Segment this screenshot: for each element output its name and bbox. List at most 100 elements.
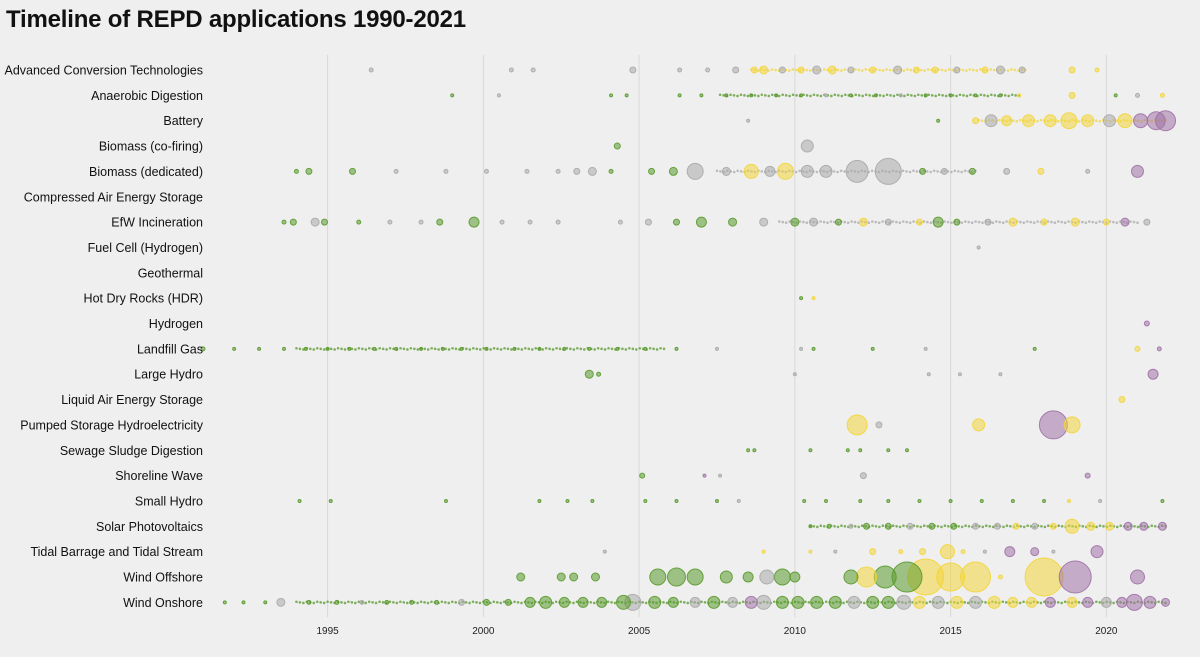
band-point (888, 68, 892, 72)
data-point (886, 448, 891, 453)
band-point (960, 170, 964, 174)
band-point (444, 347, 447, 351)
data-point (648, 167, 656, 175)
band-point (839, 169, 843, 173)
band-point (988, 525, 992, 528)
band-point (319, 347, 323, 351)
band-point (388, 600, 392, 604)
band-point (943, 524, 947, 527)
band-point (722, 94, 725, 97)
band-point (941, 94, 944, 97)
data-point (1001, 115, 1013, 127)
data-point (859, 472, 867, 480)
data-point (639, 472, 646, 479)
band-point (736, 94, 739, 98)
band-point (613, 601, 617, 605)
data-point (1104, 521, 1114, 531)
band-point (648, 346, 652, 350)
data-point (960, 549, 966, 555)
band-point (906, 68, 909, 71)
band-point (1060, 220, 1064, 224)
data-point (1051, 549, 1056, 554)
band-point (977, 220, 981, 224)
band-point (895, 220, 898, 224)
data-point (775, 595, 789, 609)
band-point (333, 348, 336, 351)
band-point (1022, 525, 1026, 529)
band-point (967, 525, 971, 528)
band-point (1022, 600, 1025, 604)
data-point (241, 600, 246, 605)
band-point (802, 220, 805, 224)
band-point (430, 600, 433, 604)
band-point (1094, 221, 1098, 224)
band-point (868, 94, 871, 97)
band-point (891, 220, 895, 223)
band-point (1010, 68, 1013, 71)
band-point (963, 220, 967, 223)
data-point (847, 595, 861, 609)
data-point (672, 218, 680, 226)
band-point (947, 68, 951, 71)
band-point (315, 346, 319, 350)
band-point (392, 601, 395, 604)
band-point (936, 525, 940, 528)
band-point (908, 170, 912, 174)
data-point (232, 346, 237, 351)
category-label: Liquid Air Energy Storage (61, 393, 203, 407)
band-point (843, 68, 847, 71)
band-point (395, 601, 399, 605)
data-point (826, 523, 832, 529)
category-label: Shoreline Wave (115, 469, 203, 483)
data-point (982, 549, 987, 554)
data-point (811, 346, 816, 351)
band-point (922, 524, 926, 527)
band-point (447, 601, 451, 605)
band-point (906, 93, 910, 97)
band-point (784, 221, 788, 224)
data-point (643, 346, 648, 351)
data-point (972, 117, 980, 125)
data-point (1084, 472, 1091, 479)
data-point (777, 162, 795, 180)
data-point (450, 93, 455, 98)
band-point (926, 68, 930, 71)
band-point (1133, 525, 1136, 528)
data-point (524, 168, 530, 174)
band-point (582, 348, 586, 351)
band-point (593, 348, 596, 351)
data-point (919, 167, 927, 175)
band-point (520, 601, 523, 605)
band-point (1025, 220, 1029, 223)
band-point (1003, 94, 1007, 97)
data-point (596, 371, 602, 377)
band-point (840, 94, 844, 98)
band-point (1098, 220, 1101, 223)
data-point (1094, 67, 1100, 73)
band-point (1006, 69, 1010, 72)
band-point (1015, 120, 1019, 123)
band-point (1157, 600, 1160, 604)
data-point (870, 346, 875, 351)
data-point (624, 93, 629, 98)
data-point (1068, 66, 1076, 74)
band-point (998, 220, 1002, 224)
band-point (989, 68, 992, 71)
band-point (736, 169, 739, 173)
band-point (805, 94, 809, 97)
band-point (440, 600, 444, 604)
data-point (1081, 114, 1095, 128)
band-point (991, 525, 995, 529)
band-point (1011, 119, 1015, 122)
data-point (873, 93, 878, 98)
band-point (1004, 601, 1008, 604)
band-point (1081, 220, 1084, 224)
band-point (451, 346, 454, 350)
band-point (679, 600, 683, 604)
band-point (700, 600, 703, 604)
band-point (364, 348, 368, 351)
band-point (981, 525, 985, 529)
data-point (689, 596, 701, 608)
data-point (743, 163, 759, 179)
data-point (800, 139, 814, 153)
